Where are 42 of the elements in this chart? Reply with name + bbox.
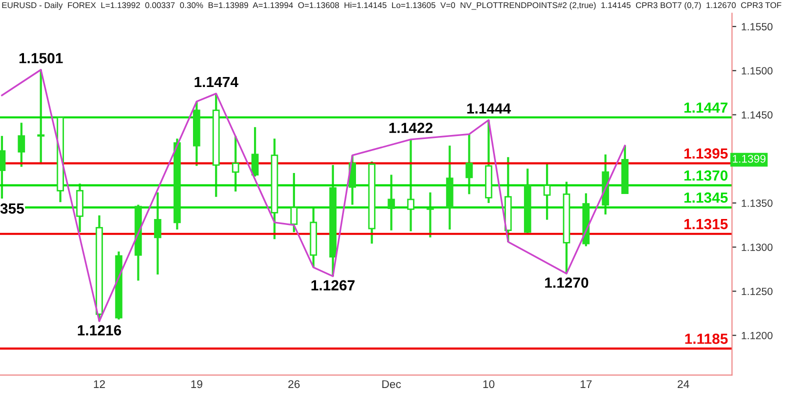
chart-title: EURUSD - Daily FOREX L=1.13992 0.00337 0.30% B=1.13989 A=1.13994 O=1.13608 Hi=1.14145 Lo=1.13605 V=0 NV_PLOTTRENDPOINTS#2 (2,true) 1.14145 CPR3 BOT7 (0,7) 1.12670 CPR3 TOF [2, 2, 782, 10]
y-tick-label: 1.1300 [742, 244, 772, 251]
x-tick-label: 26 [288, 380, 300, 388]
x-tick-label: 12 [94, 380, 105, 388]
ref-line-label: 1.1447 [684, 102, 728, 113]
candlestick [543, 162, 551, 221]
annotation: 1.1399 [732, 154, 766, 163]
y-tick-label: 1.1350 [742, 199, 772, 207]
candlestick [388, 174, 395, 232]
candlestick [426, 191, 434, 238]
line-series [1, 68, 626, 322]
candlestick [0, 134, 6, 200]
annotation: 355 [0, 203, 24, 214]
x-tick-label: 24 [678, 380, 690, 388]
annotation: 1.1501 [20, 53, 63, 64]
candlestick [407, 138, 414, 232]
y-tick-label: 1.1500 [742, 67, 772, 74]
y-tick-label: 1.1250 [742, 288, 772, 296]
ref-line-label: 1.1370 [684, 170, 728, 181]
y-tick-label: 1.1200 [742, 332, 772, 340]
candlestick [290, 172, 298, 234]
candlestick [251, 126, 259, 178]
y-tick-label: 1.1450 [742, 111, 772, 119]
annotation: 1.1267 [312, 280, 355, 290]
ref-line-label: 1.1185 [685, 334, 728, 344]
annotation: 1.1422 [389, 122, 432, 133]
x-tick-label: 19 [191, 380, 202, 388]
annotation: 1.1444 [467, 103, 511, 114]
x-tick-label: 17 [580, 380, 592, 388]
candlestick [154, 191, 162, 276]
y-tick-label: 1.1550 [742, 23, 772, 30]
candlestick [18, 122, 26, 168]
ref-line-label: 1.1315 [684, 218, 728, 230]
x-tick-label: 10 [483, 380, 494, 388]
annotation: 1.1270 [545, 278, 588, 288]
x-tick-label: Dec [382, 380, 401, 388]
ref-line-label: 1.1345 [684, 192, 728, 203]
annotation: 1.1216 [78, 325, 122, 336]
candlestick [232, 134, 240, 193]
annotation: 1.1474 [194, 76, 238, 88]
ref-line-label: 1.1395 [684, 148, 728, 159]
candlestick [466, 133, 473, 196]
